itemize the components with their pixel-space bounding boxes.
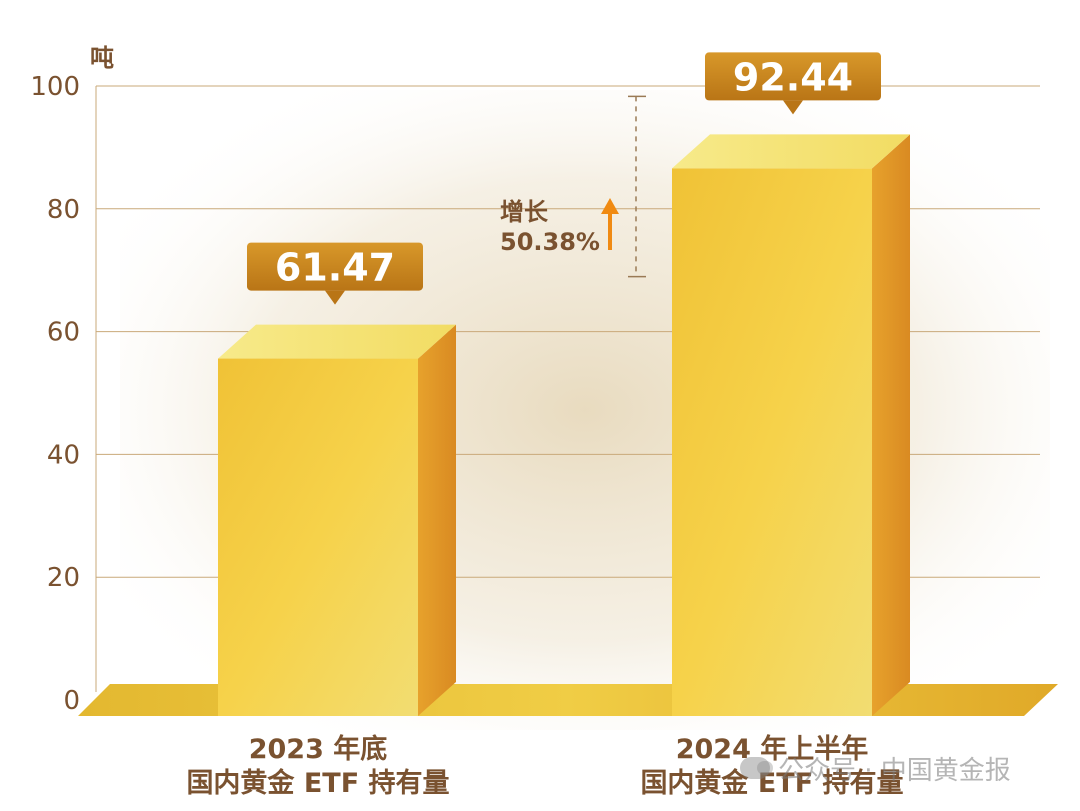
bar-top <box>218 324 456 359</box>
data-label-text: 61.47 <box>275 246 395 290</box>
bar-2 <box>672 134 910 716</box>
data-label-box <box>247 242 423 291</box>
watermark: 公众号 · 中国黄金报 <box>740 748 1060 788</box>
y-axis-unit: 吨 <box>90 44 114 72</box>
data-label-pointer <box>325 290 345 305</box>
y-tick-label: 0 <box>63 686 80 716</box>
y-tick-label: 80 <box>47 195 80 225</box>
bar-1 <box>218 324 456 716</box>
x-tick-label-line2: 国内黄金 ETF 持有量 <box>640 767 903 799</box>
bar-side <box>872 134 910 716</box>
data-label-text: 92.44 <box>733 55 853 99</box>
data-label-pointer <box>783 100 803 115</box>
bar-top <box>672 134 910 169</box>
y-tick-label: 60 <box>47 318 80 348</box>
x-tick-label-line2: 国内黄金 ETF 持有量 <box>186 767 449 799</box>
watermark-text: 公众号 · 中国黄金报 <box>778 755 1011 786</box>
growth-percent: 50.38% <box>500 228 600 256</box>
growth-label: 增长 <box>500 198 549 226</box>
y-tick-label: 20 <box>47 563 80 593</box>
bar-front <box>218 358 418 716</box>
x-tick-label-line1: 2023 年底 <box>249 733 388 765</box>
up-arrow-head <box>601 198 619 214</box>
y-tick-label: 40 <box>47 440 80 470</box>
y-tick-label: 100 <box>30 72 80 102</box>
growth-annotation: 增长 50.38% <box>500 95 646 278</box>
bar-side <box>418 324 456 716</box>
data-label-box <box>705 52 881 101</box>
data-label-1: 61.47 <box>247 242 423 305</box>
data-label-2: 92.44 <box>705 52 881 115</box>
wechat-icon <box>740 757 773 779</box>
y-axis: 0 20 40 60 80 100 <box>30 72 97 716</box>
bars: 61.47 92.44 <box>218 52 910 716</box>
bar-front <box>672 168 872 716</box>
x-tick-label-line1: 2024 年上半年 <box>676 733 869 765</box>
